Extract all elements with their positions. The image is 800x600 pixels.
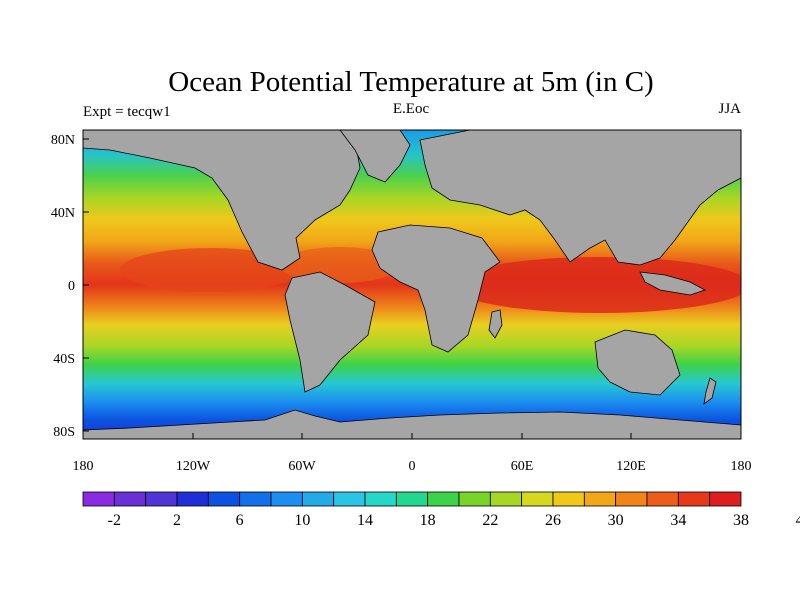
greenland-landmass <box>339 130 411 183</box>
africa-landmass <box>371 224 501 353</box>
lon-label-120e: 120E <box>616 459 646 474</box>
colorbar-swatch <box>615 491 648 507</box>
lat-label-40s: 40S <box>53 352 75 367</box>
longitude-tick-labels: 180 120W 60W 0 60E 120E 180 <box>73 459 752 474</box>
colorbar-swatch <box>207 491 241 507</box>
colorbar-label: 2 <box>173 512 181 529</box>
east-pacific-warm-pool <box>120 248 300 292</box>
colorbar-swatch <box>270 491 303 507</box>
colorbar-label: 18 <box>420 512 436 529</box>
map-panel: 180 120W 60W 0 60E 120E 180 80N 40N 0 40… <box>51 129 752 474</box>
madagascar-landmass <box>488 309 503 339</box>
colorbar-label: 38 <box>733 512 749 529</box>
colorbar-swatch <box>239 491 272 507</box>
colorbar-label: 10 <box>294 512 310 529</box>
antarctica-landmass <box>83 409 741 439</box>
colorbar-swatch <box>176 491 209 507</box>
experiment-label: Expt = tecqw1 <box>83 104 171 120</box>
colorbar-swatch <box>145 491 178 507</box>
lat-label-80n: 80N <box>51 133 75 148</box>
lat-label-0: 0 <box>68 279 75 294</box>
colorbar-label: 26 <box>545 512 561 529</box>
colorbar: -226101418222630343842 <box>82 491 800 529</box>
warm-pool-shading <box>120 247 741 313</box>
lon-label-120w: 120W <box>176 459 211 474</box>
colorbar-swatch <box>677 491 711 507</box>
colorbar-swatch <box>552 491 585 507</box>
colorbar-swatch <box>395 491 429 507</box>
colorbar-swatch <box>709 491 742 507</box>
eurasia-landmass <box>419 130 741 266</box>
lat-label-40n: 40N <box>51 206 75 221</box>
land-masses <box>83 130 741 439</box>
latitude-tick-labels: 80N 40N 0 40S 80S <box>51 133 75 440</box>
colorbar-swatch <box>113 491 147 507</box>
colorbar-swatch <box>427 491 460 507</box>
lon-label-60w: 60W <box>288 459 316 474</box>
colorbar-swatch <box>458 491 491 507</box>
lon-label-60e: 60E <box>511 459 534 474</box>
variable-code-label: E.Eoc <box>393 101 430 117</box>
colorbar-swatch <box>82 491 115 507</box>
lon-label-180e: 180 <box>731 459 752 474</box>
colorbar-label: 30 <box>608 512 624 529</box>
north-america-landmass <box>83 130 361 271</box>
colorbar-label: 42 <box>796 512 800 529</box>
figure-title: Ocean Potential Temperature at 5m (in C) <box>168 66 653 98</box>
colorbar-swatch <box>521 491 554 507</box>
map-ticks <box>82 138 742 439</box>
indonesia-landmass <box>639 271 707 296</box>
colorbar-label: 22 <box>482 512 498 529</box>
colorbar-swatch <box>646 491 679 507</box>
colorbar-swatch <box>364 491 397 507</box>
lon-label-0: 0 <box>409 459 416 474</box>
colorbar-swatch <box>489 491 523 507</box>
colorbar-label: -2 <box>108 512 121 529</box>
colorbar-swatch <box>301 491 335 507</box>
colorbar-label: 14 <box>357 512 373 529</box>
colorbar-swatch <box>583 491 617 507</box>
new-zealand-landmass <box>703 377 717 405</box>
lon-label-180w: 180 <box>73 459 94 474</box>
lat-label-80s: 80S <box>53 425 75 440</box>
australia-landmass <box>594 329 681 396</box>
colorbar-label: 34 <box>670 512 686 529</box>
colorbar-label: 6 <box>236 512 244 529</box>
season-label: JJA <box>718 101 741 117</box>
colorbar-swatch <box>333 491 366 507</box>
indo-pacific-warm-pool <box>450 257 741 313</box>
south-america-landmass <box>284 271 376 393</box>
